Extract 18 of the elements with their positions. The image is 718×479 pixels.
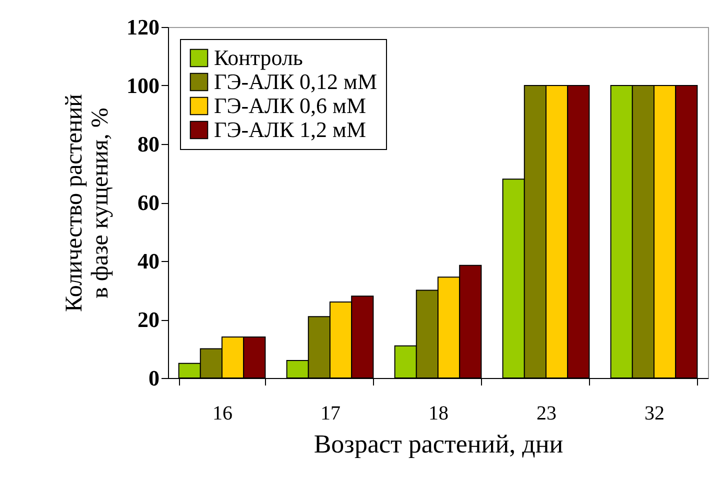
legend-label: Контроль xyxy=(214,45,303,70)
y-tick-label: 20 xyxy=(138,307,160,332)
y-tick-label: 0 xyxy=(148,366,160,390)
y-tick-label: 120 xyxy=(126,14,160,40)
y-tick-label: 60 xyxy=(138,190,160,215)
x-tick-label: 16 xyxy=(212,402,232,424)
y-tick-label: 80 xyxy=(138,132,160,156)
x-tick-label: 23 xyxy=(536,402,556,424)
x-tick-label: 17 xyxy=(320,402,340,424)
legend-label: ГЭ-АЛК 1,2 мМ xyxy=(214,117,366,142)
y-tick-label: 100 xyxy=(126,73,160,98)
x-tick-label: 18 xyxy=(428,402,448,424)
y-axis-title: Количество растений в фазе кущения, % xyxy=(62,94,114,312)
legend-label: ГЭ-АЛК 0,6 мМ xyxy=(214,93,366,118)
x-tick-label: 32 xyxy=(644,402,664,424)
legend-label: ГЭ-АЛК 0,12 мМ xyxy=(214,69,378,94)
y-tick-label: 40 xyxy=(138,248,160,274)
x-axis-title: Возраст растений, дни xyxy=(314,430,564,458)
